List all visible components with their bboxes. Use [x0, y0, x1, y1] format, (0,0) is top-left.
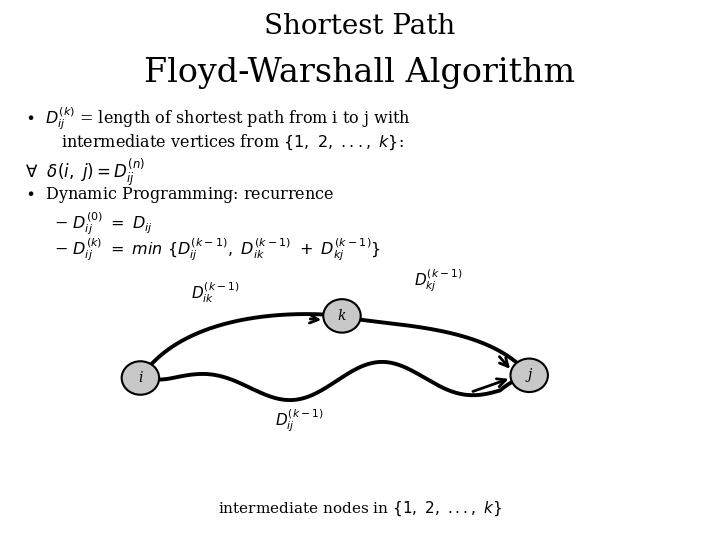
Ellipse shape — [323, 299, 361, 333]
Text: $\bullet$  Dynamic Programming: recurrence: $\bullet$ Dynamic Programming: recurrenc… — [25, 185, 334, 205]
Text: intermediate vertices from $\{1,\ 2,\ ...,\ k\}$:: intermediate vertices from $\{1,\ 2,\ ..… — [61, 132, 404, 152]
Text: $-\ D_{ij}^{(k)}\ =\ \mathit{min}\ \{D_{ij}^{(k-1)},\ D_{ik}^{(k-1)}\ +\ D_{kj}^: $-\ D_{ij}^{(k)}\ =\ \mathit{min}\ \{D_{… — [54, 237, 381, 264]
Text: $D_{ij}^{(k-1)}$: $D_{ij}^{(k-1)}$ — [274, 408, 323, 434]
Text: $D_{kj}^{(k-1)}$: $D_{kj}^{(k-1)}$ — [414, 268, 462, 294]
Ellipse shape — [122, 361, 159, 395]
Text: Shortest Path: Shortest Path — [264, 14, 456, 40]
Text: j: j — [527, 368, 531, 382]
Text: i: i — [138, 371, 143, 385]
Text: $-\ D_{ij}^{(0)}\ =\ D_{ij}$: $-\ D_{ij}^{(0)}\ =\ D_{ij}$ — [54, 211, 153, 238]
Text: Floyd-Warshall Algorithm: Floyd-Warshall Algorithm — [145, 57, 575, 89]
Text: $D_{ik}^{(k-1)}$: $D_{ik}^{(k-1)}$ — [191, 280, 239, 305]
Text: intermediate nodes in $\{1,\ 2,\ ...,\ k\}$: intermediate nodes in $\{1,\ 2,\ ...,\ k… — [218, 500, 502, 518]
Text: $\forall$  $\delta(i,\ j)$$=$$D_{ij}^{(n)}$: $\forall$ $\delta(i,\ j)$$=$$D_{ij}^{(n)… — [25, 158, 145, 188]
Text: $\bullet$  $D_{ij}^{(k)}$ = length of shortest path from i to j with: $\bullet$ $D_{ij}^{(k)}$ = length of sho… — [25, 105, 410, 132]
Text: k: k — [338, 309, 346, 323]
Ellipse shape — [510, 359, 548, 392]
